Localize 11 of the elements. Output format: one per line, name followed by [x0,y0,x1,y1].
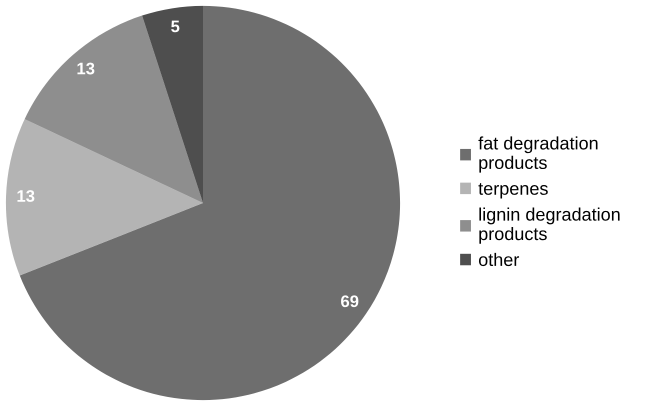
data-label: 5 [171,20,180,32]
data-label: 13 [77,62,94,74]
legend-label: other [478,252,520,266]
legend-label: fat degradation products [478,136,598,173]
data-label: 69 [341,295,358,308]
pie-slice [142,6,203,203]
data-label: 13 [17,190,34,202]
pie-slice [6,119,203,276]
legend-label: terpenes [478,183,548,198]
legend-label: lignin degradation products [479,208,620,244]
pie-slice [20,6,400,400]
